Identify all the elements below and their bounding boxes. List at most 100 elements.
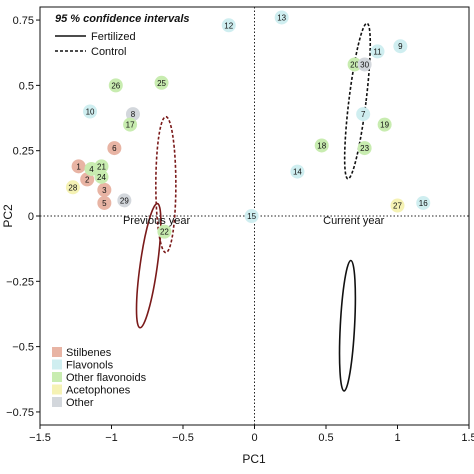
point-label: 25 bbox=[157, 79, 166, 88]
point-label: 30 bbox=[360, 60, 369, 69]
point-16: 16 bbox=[416, 195, 431, 210]
point-24: 24 bbox=[94, 169, 109, 184]
point-marker bbox=[357, 141, 372, 156]
point-label: 15 bbox=[247, 212, 256, 221]
line-legend: 95 % confidence intervals Fertilized Con… bbox=[55, 13, 190, 58]
point-1: 1 bbox=[71, 159, 86, 174]
point-13: 13 bbox=[274, 10, 289, 25]
point-10: 10 bbox=[83, 104, 98, 119]
point-marker bbox=[154, 75, 169, 90]
annotation-1: Current year bbox=[323, 215, 384, 227]
point-label: 5 bbox=[102, 199, 107, 208]
point-label: 9 bbox=[398, 42, 403, 51]
x-tick-label: 1 bbox=[394, 432, 400, 444]
legend-label: Acetophones bbox=[66, 385, 131, 397]
point-label: 26 bbox=[111, 81, 120, 90]
point-label: 22 bbox=[160, 228, 169, 237]
point-marker bbox=[377, 117, 392, 132]
annotation-0: Previous year bbox=[123, 215, 191, 227]
legend-label: Other bbox=[66, 397, 94, 409]
x-tick-label: −1.5 bbox=[29, 432, 51, 444]
point-label: 4 bbox=[89, 165, 94, 174]
point-marker bbox=[108, 78, 123, 93]
point-label: 10 bbox=[86, 108, 95, 117]
point-marker bbox=[393, 39, 408, 54]
point-label: 27 bbox=[393, 202, 402, 211]
point-5: 5 bbox=[97, 195, 112, 210]
point-label: 21 bbox=[97, 162, 106, 171]
point-marker bbox=[347, 57, 362, 72]
point-marker bbox=[290, 164, 305, 179]
point-20: 20 bbox=[347, 57, 362, 72]
legend-item-other: Other bbox=[52, 397, 94, 409]
point-label: 3 bbox=[102, 186, 107, 195]
point-23: 23 bbox=[357, 141, 372, 156]
x-tick-label: 0.5 bbox=[318, 432, 333, 444]
point-18: 18 bbox=[314, 138, 329, 153]
x-axis-label: PC1 bbox=[242, 452, 266, 466]
point-marker bbox=[416, 195, 431, 210]
y-tick-label: 0 bbox=[28, 211, 34, 223]
line-legend-fertilized-label: Fertilized bbox=[91, 31, 136, 43]
point-12: 12 bbox=[221, 18, 236, 33]
point-label: 16 bbox=[419, 199, 428, 208]
point-label: 14 bbox=[293, 168, 302, 177]
point-label: 11 bbox=[373, 47, 382, 56]
legend-label: Stilbenes bbox=[66, 347, 112, 359]
y-tick-label: 0.75 bbox=[13, 15, 34, 27]
ellipse-fertilized-0 bbox=[135, 202, 162, 329]
legend-swatch bbox=[52, 397, 62, 407]
point-marker bbox=[94, 169, 109, 184]
legend-swatch bbox=[52, 384, 62, 395]
point-marker bbox=[157, 224, 172, 239]
point-marker bbox=[356, 107, 371, 122]
point-label: 7 bbox=[361, 110, 366, 119]
point-marker bbox=[97, 195, 112, 210]
point-11: 11 bbox=[370, 44, 385, 59]
point-3: 3 bbox=[97, 182, 112, 197]
x-tick-label: 0 bbox=[251, 432, 257, 444]
point-21: 21 bbox=[94, 159, 109, 174]
point-label: 13 bbox=[277, 13, 286, 22]
y-tick-label: −0.5 bbox=[12, 342, 34, 354]
point-marker bbox=[370, 44, 385, 59]
y-tick-label: 0.25 bbox=[13, 146, 34, 158]
point-14: 14 bbox=[290, 164, 305, 179]
point-marker bbox=[274, 10, 289, 25]
legend-swatch bbox=[52, 347, 62, 357]
point-27: 27 bbox=[390, 198, 405, 213]
point-label: 17 bbox=[126, 121, 135, 130]
point-marker bbox=[123, 117, 138, 132]
point-label: 6 bbox=[112, 144, 117, 153]
point-marker bbox=[314, 138, 329, 153]
point-25: 25 bbox=[154, 75, 169, 90]
confidence-ellipses bbox=[135, 22, 372, 392]
legend-swatch bbox=[52, 359, 62, 370]
point-label: 18 bbox=[317, 141, 326, 150]
y-axis-label: PC2 bbox=[1, 204, 15, 228]
y-tick-label: −0.75 bbox=[6, 407, 34, 419]
legend-item-acetophones: Acetophones bbox=[52, 384, 131, 397]
point-label: 19 bbox=[380, 121, 389, 130]
chart-annotations: Previous year Current year bbox=[123, 215, 385, 227]
legend-item-stilbenes: Stilbenes bbox=[52, 347, 112, 359]
point-7: 7 bbox=[356, 107, 371, 122]
point-marker bbox=[107, 141, 122, 156]
point-marker bbox=[244, 209, 259, 223]
point-label: 1 bbox=[76, 162, 81, 171]
point-label: 8 bbox=[131, 110, 136, 119]
point-marker bbox=[221, 18, 236, 33]
point-label: 28 bbox=[68, 183, 77, 192]
point-marker bbox=[390, 198, 405, 213]
point-label: 12 bbox=[224, 21, 233, 30]
legend-label: Flavonols bbox=[66, 360, 114, 372]
point-label: 23 bbox=[360, 144, 369, 153]
legend-swatch bbox=[52, 372, 62, 382]
point-marker bbox=[117, 193, 132, 208]
legend-item-flavonols: Flavonols bbox=[52, 359, 114, 372]
y-tick-label: −0.25 bbox=[6, 276, 34, 288]
point-19: 19 bbox=[377, 117, 392, 132]
point-15: 15 bbox=[244, 209, 259, 223]
